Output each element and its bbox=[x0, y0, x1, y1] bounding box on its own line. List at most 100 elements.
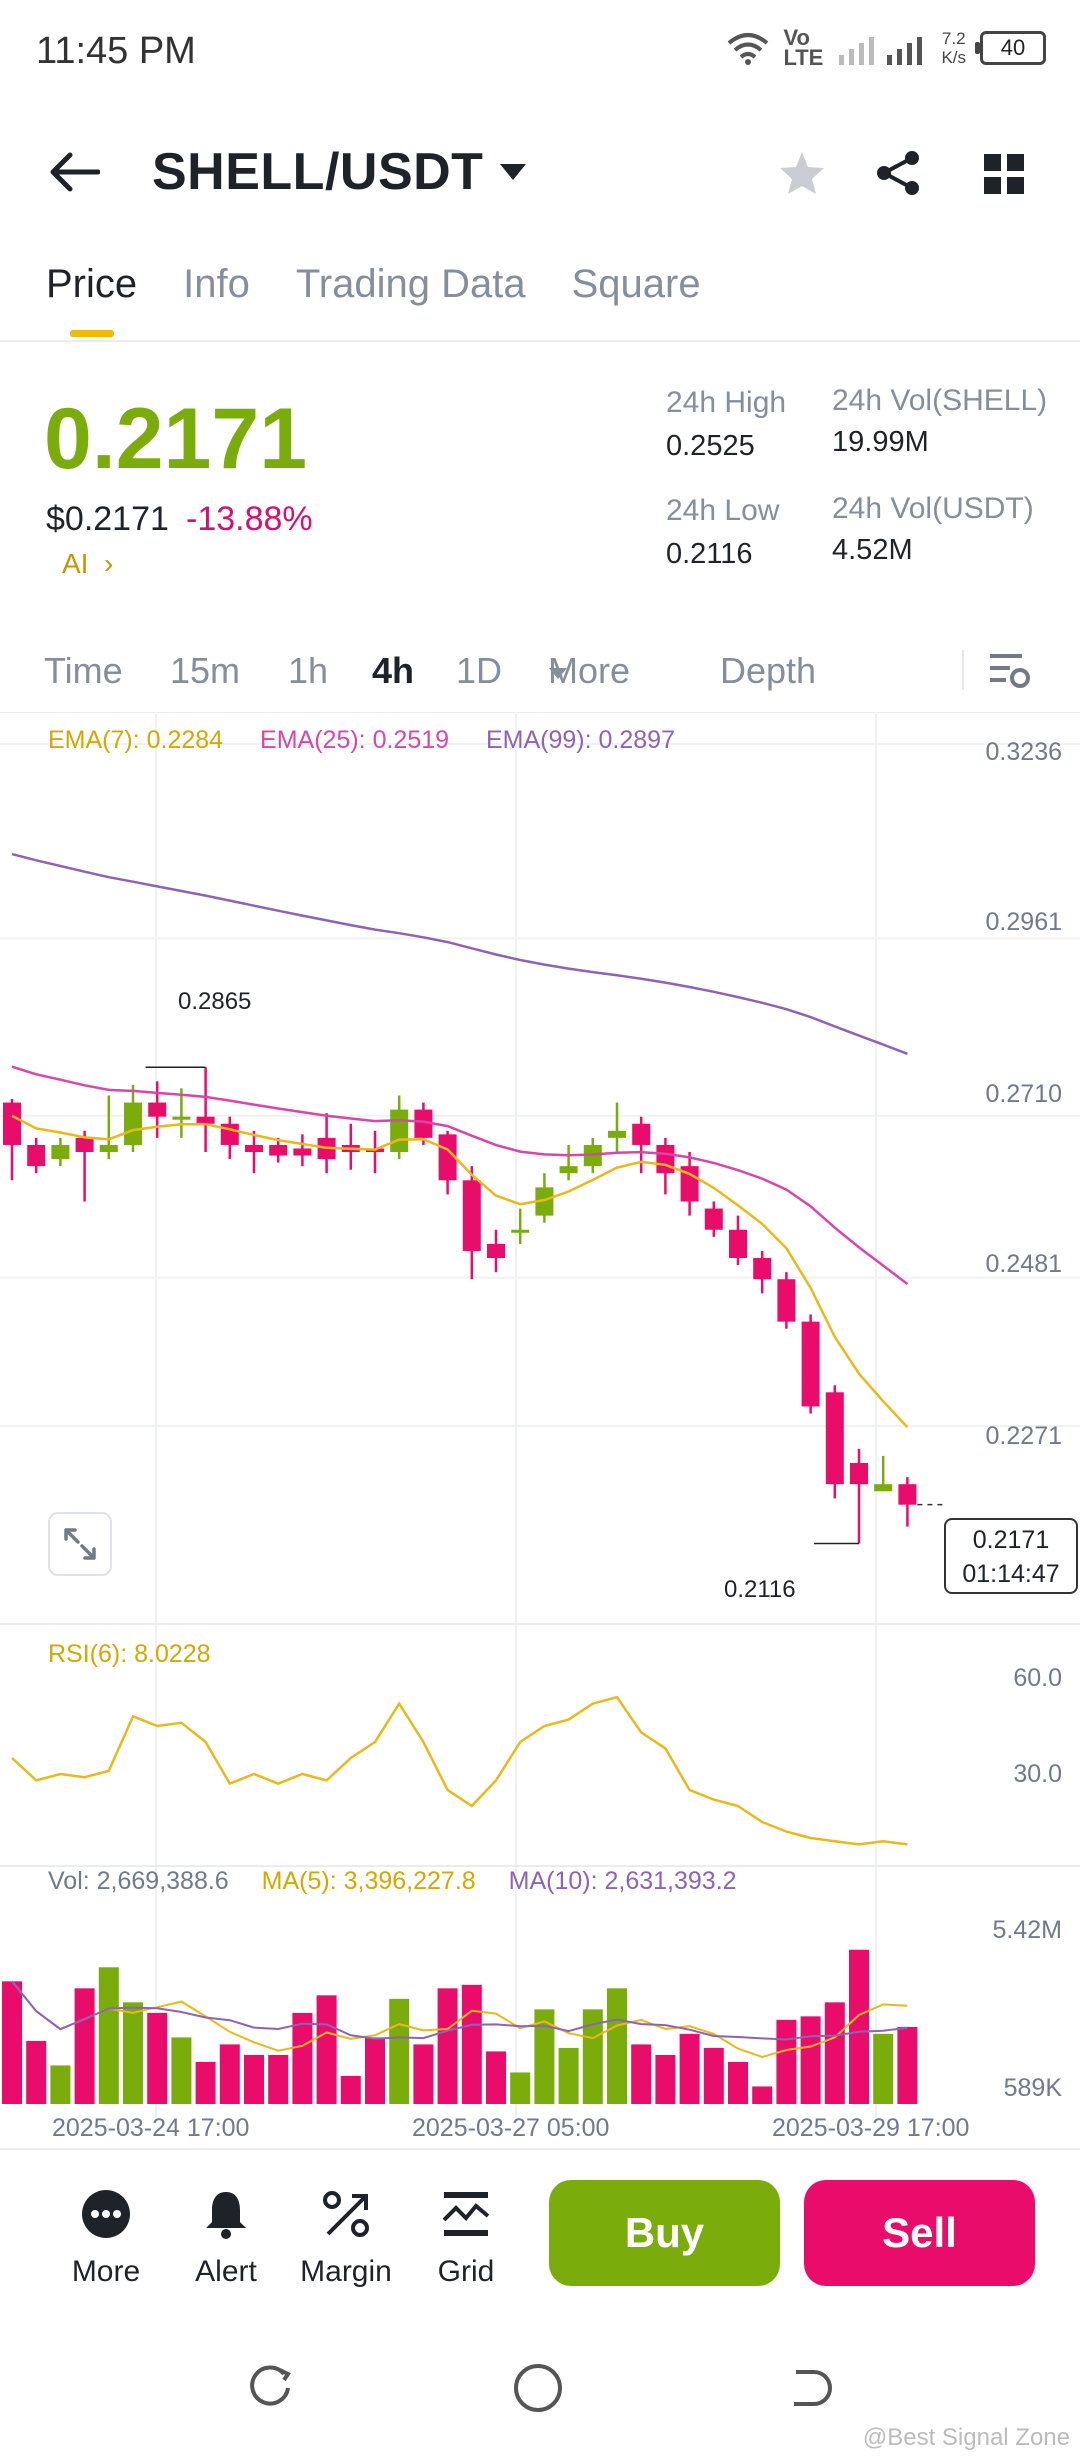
sell-button[interactable]: Sell bbox=[804, 2180, 1035, 2286]
tab-square[interactable]: Square bbox=[571, 262, 701, 306]
volume-bar bbox=[534, 2009, 555, 2104]
candle bbox=[729, 1229, 747, 1259]
candle bbox=[898, 1484, 917, 1505]
alert-button[interactable]: Alert bbox=[176, 2188, 276, 2289]
candle bbox=[245, 1144, 263, 1153]
candle bbox=[801, 1321, 820, 1407]
candle bbox=[704, 1208, 723, 1230]
date-label: 2025-03-24 17:00 bbox=[52, 2114, 250, 2142]
share-icon[interactable] bbox=[874, 150, 922, 196]
candle bbox=[438, 1134, 457, 1181]
chevron-right-icon: › bbox=[104, 548, 114, 579]
tab-trading-data[interactable]: Trading Data bbox=[295, 262, 526, 306]
rsi-axis-label: 60.0 bbox=[1013, 1664, 1062, 1692]
candle bbox=[632, 1123, 651, 1145]
high-label: 24h High bbox=[666, 386, 787, 419]
candle bbox=[559, 1166, 578, 1174]
home-icon[interactable] bbox=[512, 2362, 564, 2414]
vol-base-label: 24h Vol(SHELL) bbox=[832, 384, 1048, 417]
interval-more[interactable]: More bbox=[548, 650, 631, 691]
tab-bar: Price Info Trading Data Square bbox=[46, 262, 701, 337]
back-arrow-icon[interactable] bbox=[48, 150, 100, 194]
pair-title[interactable]: SHELL/USDT bbox=[152, 143, 484, 201]
candle bbox=[269, 1144, 288, 1156]
candle bbox=[124, 1102, 142, 1145]
fullscreen-button[interactable] bbox=[48, 1512, 112, 1576]
price-axis-label: 0.2481 bbox=[985, 1250, 1062, 1278]
volume-bar bbox=[268, 2054, 289, 2104]
high-marker-label: 0.2865 bbox=[178, 988, 252, 1015]
tab-price[interactable]: Price bbox=[46, 262, 138, 337]
ema99-line bbox=[11, 852, 908, 1055]
volume-bar bbox=[171, 2037, 192, 2104]
candle bbox=[27, 1144, 46, 1167]
volume-bar bbox=[413, 2044, 434, 2104]
candle bbox=[608, 1130, 626, 1138]
interval-1d[interactable]: 1D bbox=[456, 650, 503, 691]
candlestick-chart[interactable] bbox=[0, 714, 1080, 2154]
volume-bar bbox=[244, 2054, 264, 2104]
wifi-icon bbox=[728, 33, 769, 65]
volume-bar bbox=[607, 1988, 627, 2104]
candle bbox=[535, 1187, 554, 1216]
tab-divider bbox=[0, 340, 1080, 342]
caret-down-icon bbox=[549, 668, 567, 680]
more-dots-icon bbox=[82, 2190, 130, 2238]
rsi-axis-label: 30.0 bbox=[1013, 1760, 1062, 1788]
candle bbox=[196, 1116, 215, 1124]
vol-base-value: 19.99M bbox=[832, 426, 929, 458]
grid-button[interactable]: Grid bbox=[416, 2188, 516, 2289]
volume-bar bbox=[703, 2047, 724, 2104]
network-speed: 7.2 K/s bbox=[941, 29, 966, 67]
price-usd: $0.2171 bbox=[46, 500, 169, 538]
volume-bar bbox=[631, 2044, 652, 2104]
candle bbox=[3, 1102, 21, 1145]
star-icon[interactable] bbox=[778, 150, 826, 196]
volume-bar bbox=[26, 2040, 47, 2104]
volume-bar bbox=[582, 2009, 603, 2104]
volume-bar bbox=[558, 2047, 579, 2104]
back-nav-icon[interactable] bbox=[786, 2364, 834, 2412]
vol-quote-value: 4.52M bbox=[832, 534, 913, 566]
last-price: 0.2171 bbox=[44, 391, 308, 487]
ma5-label: MA(5): 3,396,227.8 bbox=[261, 1867, 476, 1895]
low-value: 0.2116 bbox=[666, 538, 753, 570]
candle bbox=[462, 1180, 481, 1251]
volume-legend: Vol: 2,669,388.6 MA(5): 3,396,227.8 MA(1… bbox=[48, 1867, 737, 1896]
date-label: 2025-03-29 17:00 bbox=[772, 2114, 970, 2142]
price-axis-label: 0.3236 bbox=[985, 738, 1062, 766]
candle bbox=[75, 1137, 94, 1153]
vol-axis-label: 589K bbox=[1003, 2074, 1062, 2102]
margin-button[interactable]: Margin bbox=[296, 2188, 396, 2289]
ma10-label: MA(10): 2,631,393.2 bbox=[508, 1867, 737, 1895]
interval-15m[interactable]: 15m bbox=[170, 650, 241, 691]
grid-bot-icon bbox=[442, 2192, 490, 2236]
candle bbox=[414, 1109, 433, 1138]
volume-bar bbox=[195, 2061, 216, 2104]
interval-depth[interactable]: Depth bbox=[720, 650, 817, 691]
chart-settings-icon[interactable] bbox=[988, 650, 1032, 690]
status-time: 11:45 PM bbox=[36, 30, 196, 72]
volume-bar bbox=[147, 2012, 168, 2104]
price-axis-label: 0.2961 bbox=[985, 908, 1062, 936]
interval-time[interactable]: Time bbox=[44, 650, 123, 691]
buy-button[interactable]: Buy bbox=[549, 2180, 780, 2286]
more-button[interactable]: More bbox=[56, 2188, 156, 2289]
ema-legend: EMA(7): 0.2284 EMA(25): 0.2519 EMA(99): … bbox=[48, 726, 675, 755]
recent-apps-icon[interactable] bbox=[246, 2364, 294, 2412]
candle bbox=[172, 1116, 191, 1120]
volume-bar bbox=[655, 2054, 676, 2104]
status-indicators: Vo LTE 7.2 K/s 40 bbox=[727, 27, 1046, 69]
interval-4h[interactable]: 4h bbox=[372, 650, 415, 691]
grid-menu-icon[interactable] bbox=[982, 152, 1026, 196]
volume-bar bbox=[2, 1981, 22, 2104]
volume-bar bbox=[389, 1998, 410, 2104]
interval-1h[interactable]: 1h bbox=[288, 650, 329, 691]
tab-info[interactable]: Info bbox=[183, 262, 250, 306]
ai-link[interactable]: AI › bbox=[62, 548, 114, 579]
candle bbox=[487, 1243, 505, 1259]
ema7-label: EMA(7): 0.2284 bbox=[48, 726, 224, 754]
caret-down-icon[interactable] bbox=[498, 162, 528, 182]
volume-bar bbox=[897, 2026, 918, 2104]
volume-bar bbox=[123, 2002, 143, 2104]
